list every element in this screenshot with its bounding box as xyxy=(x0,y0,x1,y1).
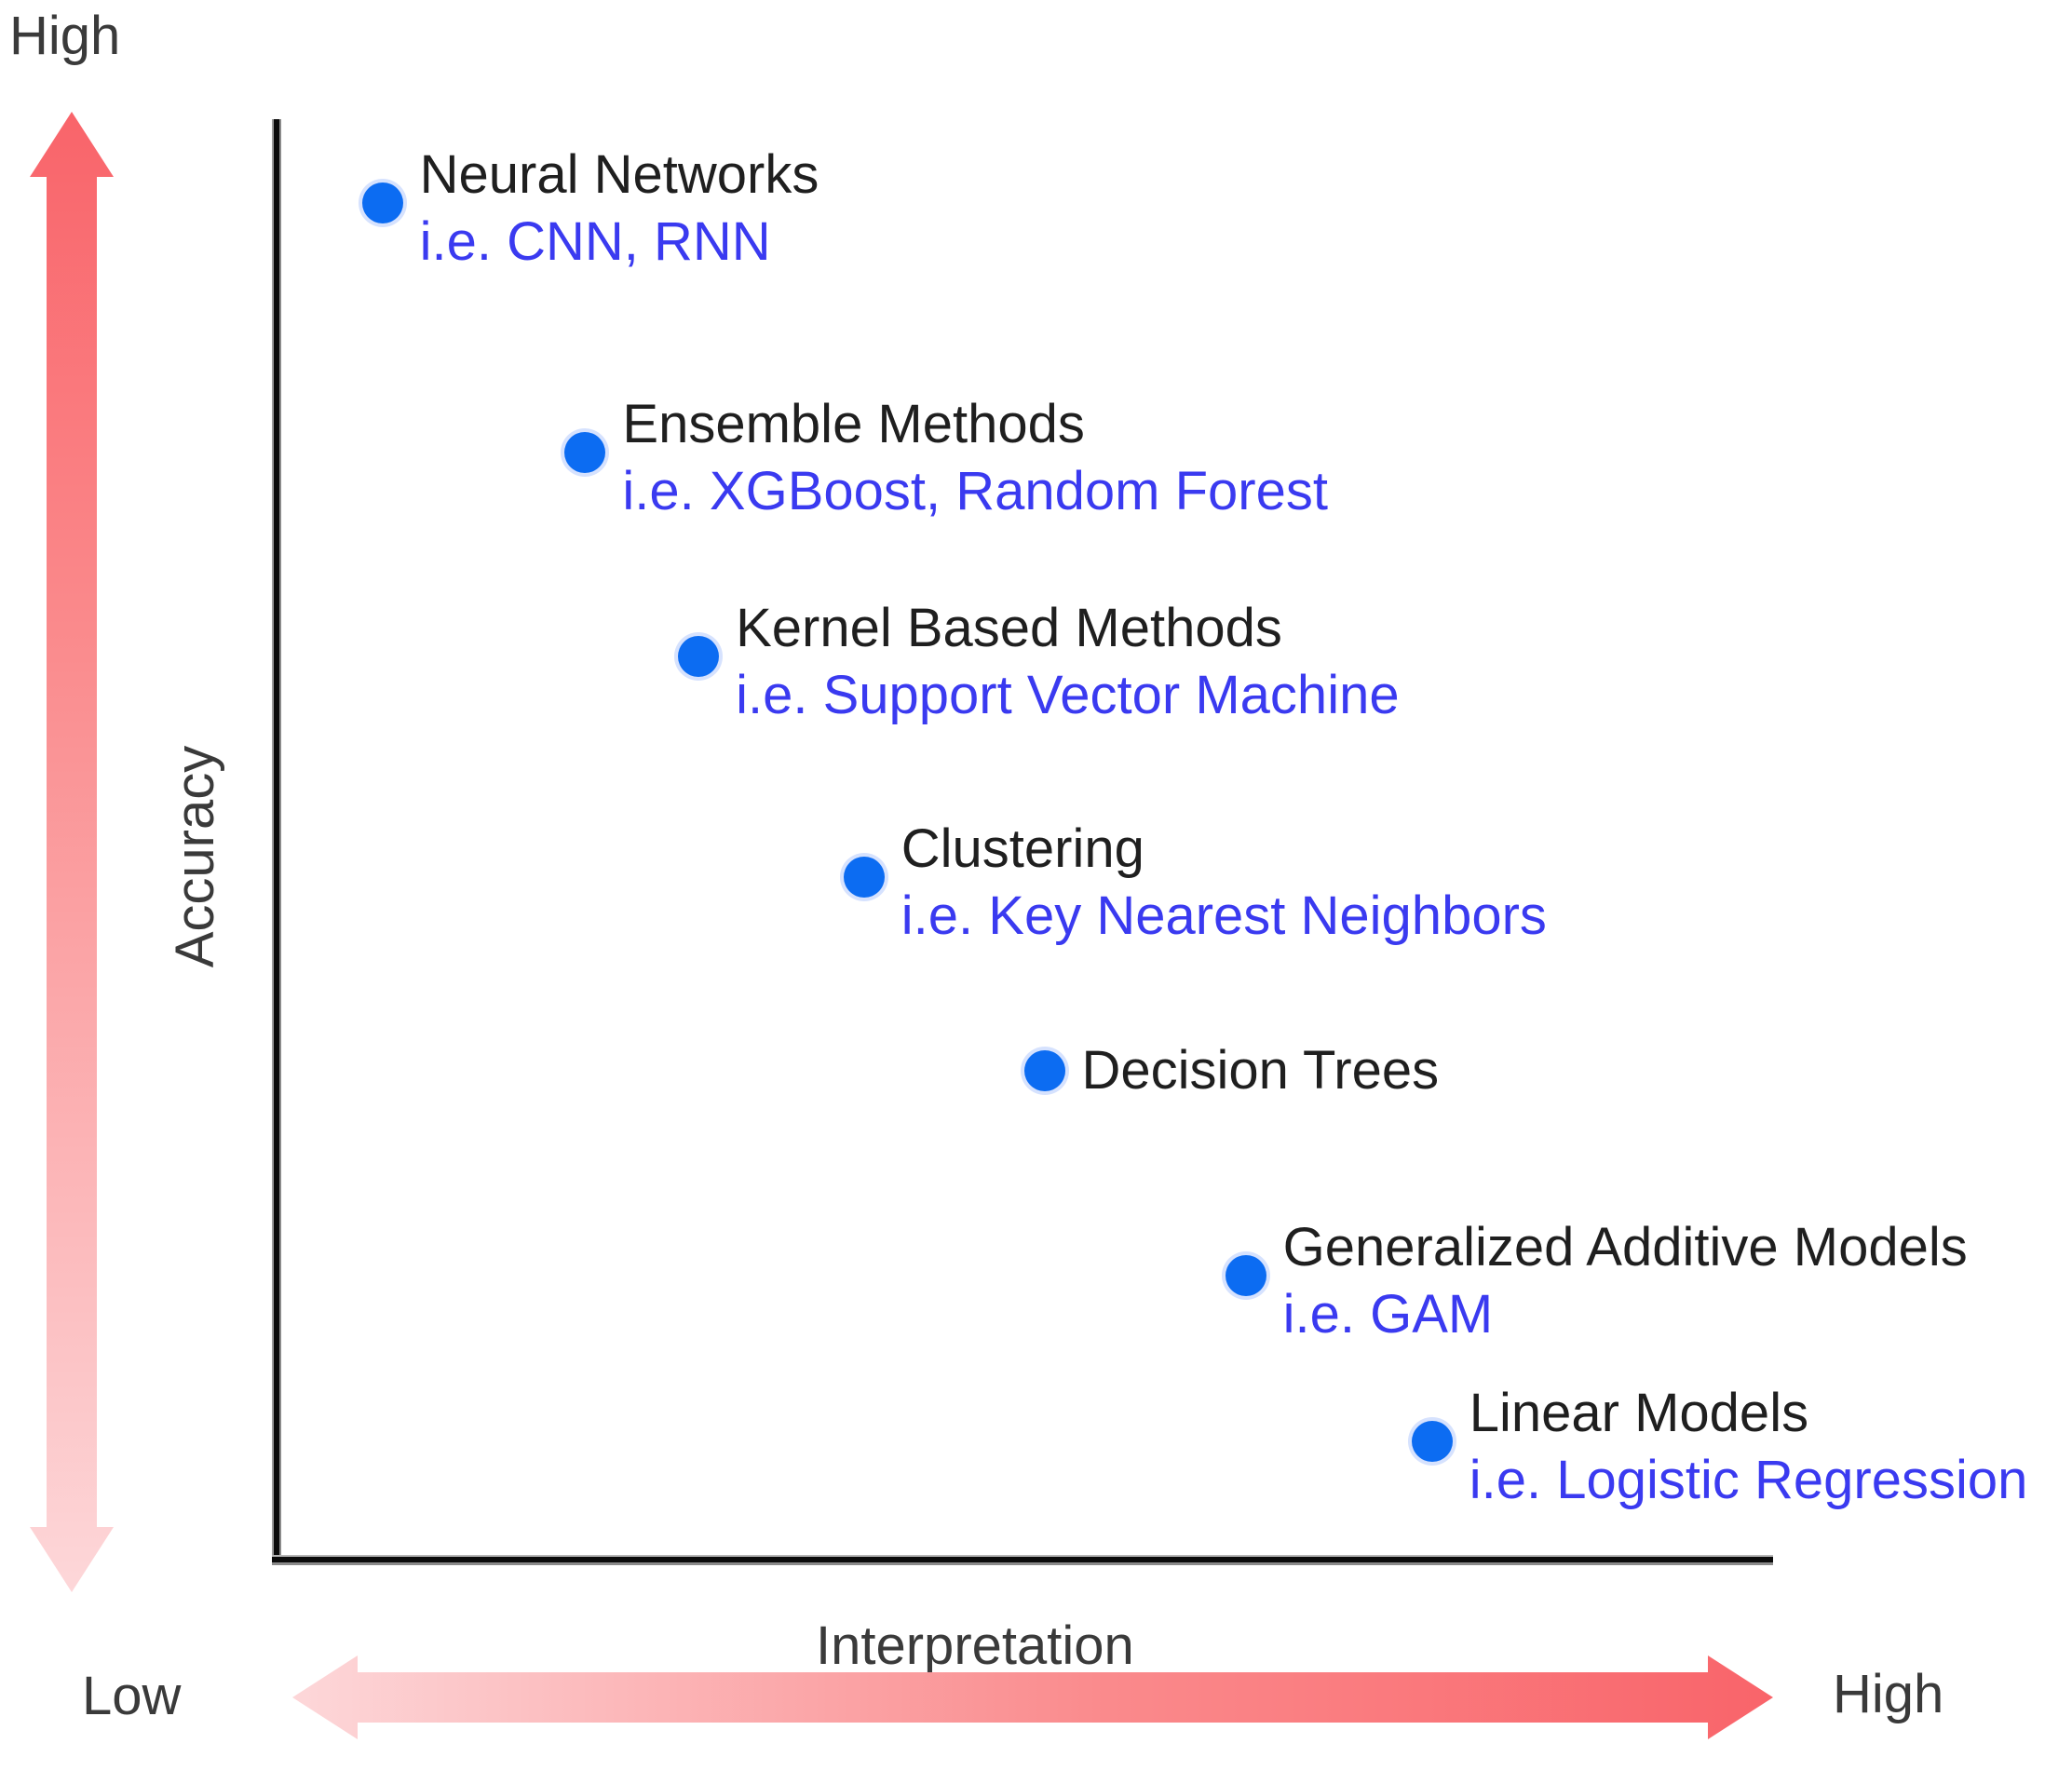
data-point-example: i.e. Key Nearest Neighbors xyxy=(901,885,1547,946)
data-point-name: Generalized Additive Models xyxy=(1282,1216,1968,1277)
x-axis-arrow xyxy=(292,1656,1773,1739)
data-point-example: i.e. XGBoost, Random Forest xyxy=(622,460,1328,521)
data-point-example: i.e. CNN, RNN xyxy=(419,211,771,273)
data-point-label: Kernel Based Methods i.e. Support Vector … xyxy=(736,595,1400,729)
data-point-example: i.e. Support Vector Machine xyxy=(736,665,1400,726)
data-point-example: i.e. Logistic Regression xyxy=(1469,1449,2028,1510)
data-point-name: Kernel Based Methods xyxy=(736,598,1282,659)
data-point-label: Linear Models i.e. Logistic Regression xyxy=(1469,1380,2028,1514)
data-point-name: Clustering xyxy=(901,818,1144,879)
data-point-name: Ensemble Methods xyxy=(622,393,1085,454)
data-point-dot xyxy=(843,856,885,898)
data-point-name: Decision Trees xyxy=(1081,1040,1440,1101)
x-axis-low-label: Low xyxy=(82,1666,182,1726)
data-point-name: Linear Models xyxy=(1469,1382,1809,1443)
y-axis-line xyxy=(272,119,281,1564)
x-axis-line xyxy=(272,1555,1773,1565)
data-point-label: Clustering i.e. Key Nearest Neighbors xyxy=(901,816,1547,950)
data-point-dot xyxy=(564,431,606,473)
x-axis-title: Interpretation xyxy=(816,1615,1134,1676)
data-point-dot xyxy=(678,636,720,678)
y-axis-high-label: High xyxy=(9,6,121,66)
y-axis-title: Accuracy xyxy=(165,745,225,968)
data-point-label: Ensemble Methods i.e. XGBoost, Random For… xyxy=(622,391,1328,525)
data-point-name: Neural Networks xyxy=(419,144,819,206)
data-point-example: i.e. GAM xyxy=(1282,1283,1494,1345)
data-point-dot xyxy=(1411,1420,1453,1462)
data-point-label: Decision Trees xyxy=(1082,1037,1440,1104)
data-point-label: Neural Networks i.e. CNN, RNN xyxy=(420,142,819,276)
data-point-dot xyxy=(361,182,403,224)
x-axis-high-label: High xyxy=(1833,1664,1944,1724)
y-axis-arrow xyxy=(30,112,114,1592)
data-point-dot xyxy=(1023,1050,1065,1092)
data-point-label: Generalized Additive Models i.e. GAM xyxy=(1283,1214,1968,1348)
data-point-dot xyxy=(1225,1254,1266,1296)
